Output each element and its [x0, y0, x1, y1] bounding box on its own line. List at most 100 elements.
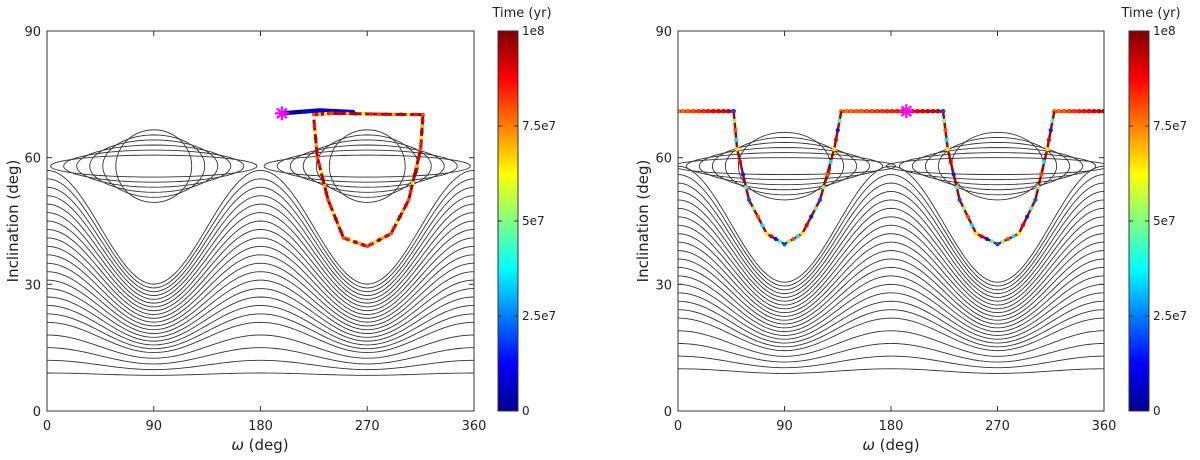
- trajectory-point: [337, 111, 342, 116]
- trajectory-point: [421, 112, 425, 117]
- trajectory-point: [680, 108, 686, 114]
- trajectory-point: [326, 197, 331, 202]
- start-marker-stroke: [276, 107, 288, 120]
- trajectory-point: [331, 210, 336, 215]
- trajectory-line: [732, 110, 843, 246]
- trajectory-point: [377, 238, 382, 242]
- trajectory-point: [935, 108, 941, 114]
- contour-line: [678, 174, 1104, 287]
- trajectory-point: [769, 234, 774, 239]
- trajectory-point: [1020, 223, 1026, 228]
- trajectory-point: [706, 108, 711, 114]
- trajectory-point: [948, 159, 953, 164]
- contour-loop: [685, 152, 884, 181]
- trajectory-point: [416, 155, 421, 160]
- trajectory-point: [726, 108, 731, 114]
- contour-line: [47, 347, 474, 365]
- trajectory-point: [943, 128, 948, 133]
- y-tick-label: 90: [655, 25, 672, 40]
- trajectory-point: [320, 176, 325, 181]
- trajectory-point: [419, 135, 424, 140]
- contour-line: [678, 275, 1104, 333]
- trajectory-point: [329, 111, 334, 116]
- contour-line: [47, 245, 474, 319]
- contour-loop: [289, 144, 445, 188]
- trajectory-point: [1039, 172, 1044, 177]
- right-y-axis-label: Inclination (deg): [634, 160, 652, 283]
- trajectory-point: [339, 229, 343, 234]
- right-trajectory: [678, 108, 1104, 247]
- trajectory-point: [711, 108, 716, 114]
- trajectory-point: [920, 108, 926, 114]
- trajectory-point: [940, 109, 946, 114]
- contour-loop: [737, 131, 832, 201]
- trajectory-point: [915, 108, 920, 114]
- trajectory-line: [941, 110, 1056, 246]
- trajectory-point: [420, 118, 425, 123]
- trajectory-point: [314, 112, 319, 117]
- contour-line: [678, 368, 1104, 374]
- trajectory-point: [377, 112, 382, 117]
- contour-line: [678, 165, 1104, 283]
- trajectory-point: [322, 183, 327, 188]
- trajectory-point: [320, 112, 325, 116]
- trajectory-point: [854, 108, 859, 114]
- contour-loop: [724, 136, 845, 196]
- trajectory-point: [341, 235, 346, 240]
- trajectory-point: [414, 164, 419, 169]
- x-tick-label: 180: [879, 419, 904, 434]
- contour-line: [47, 304, 474, 346]
- trajectory-point: [1081, 108, 1087, 114]
- trajectory-point: [317, 162, 322, 167]
- contour-line: [678, 199, 1104, 298]
- trajectory-point: [1000, 239, 1005, 244]
- right-colorbar-title: Time (yr): [1120, 6, 1180, 21]
- contour-loop: [115, 129, 193, 203]
- trajectory-point: [804, 223, 809, 228]
- trajectory-point: [408, 189, 413, 194]
- trajectory-point: [678, 108, 681, 114]
- trajectory-point: [1071, 108, 1077, 114]
- contour-line: [47, 254, 474, 323]
- trajectory-point: [313, 136, 318, 141]
- right-x-axis-label: ω (deg): [862, 436, 919, 454]
- trajectory-point: [735, 147, 740, 152]
- contour-line: [678, 216, 1104, 306]
- contour-line: [47, 212, 474, 304]
- left-colorbar-ticks: 0 2.5e7 5e7 7.5e7 1e8: [498, 24, 556, 418]
- trajectory-point: [1045, 147, 1050, 152]
- trajectory-point: [345, 237, 350, 242]
- trajectory-point: [412, 172, 417, 177]
- trajectory-point: [361, 243, 366, 247]
- colorbar-tick-label: 7.5e7: [522, 119, 556, 133]
- trajectory-point: [700, 108, 706, 114]
- trajectory-point: [743, 185, 749, 190]
- trajectory-point: [365, 244, 370, 249]
- trajectory-point: [894, 108, 900, 114]
- y-tick-label: 30: [655, 278, 672, 293]
- trajectory-point: [832, 147, 837, 152]
- trajectory-point: [685, 108, 691, 114]
- trajectory-point: [311, 112, 316, 117]
- trajectory-point: [392, 226, 396, 230]
- trajectory-point: [345, 111, 350, 116]
- contour-line: [678, 207, 1104, 302]
- contour-line: [47, 321, 474, 353]
- trajectory-point: [751, 206, 756, 211]
- contour-line: [47, 186, 474, 293]
- colorbar-tick-label: 2.5e7: [1153, 309, 1187, 323]
- trajectory-point: [1086, 108, 1092, 114]
- trajectory-point: [957, 197, 962, 202]
- right-contour-lines: [678, 131, 1104, 374]
- contour-loop: [102, 134, 206, 198]
- trajectory-point: [732, 118, 737, 123]
- trajectory-point: [391, 112, 396, 117]
- trajectory-point: [1091, 108, 1097, 114]
- colorbar-tick-label: 1e8: [522, 24, 545, 38]
- contour-loop: [76, 144, 232, 188]
- left-trajectory: [279, 108, 425, 249]
- trajectory-point: [1046, 137, 1052, 142]
- trajectory-point: [974, 231, 979, 236]
- trajectory-point: [760, 223, 765, 228]
